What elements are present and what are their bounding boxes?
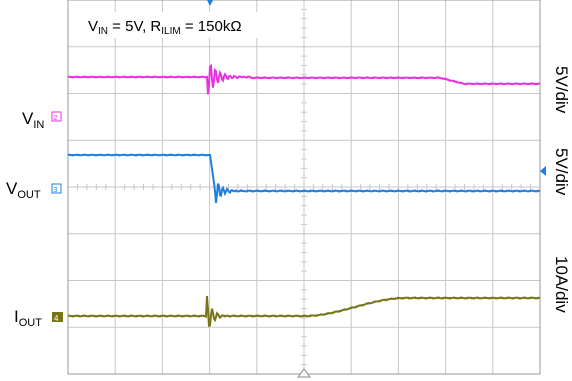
- vout-scale-label: 5V/div: [552, 148, 571, 196]
- vin-scale-label: 5V/div: [552, 66, 571, 114]
- test-conditions-label: VIN = 5V, RILIM = 150kΩ: [88, 18, 242, 37]
- iout-marker-number: 4: [54, 314, 59, 323]
- vout-marker-number: 3: [54, 187, 58, 194]
- vout-trace: [67, 153, 541, 203]
- horizontal-position-marker: [297, 368, 311, 378]
- iout-trace: [67, 295, 541, 328]
- graticule: [67, 0, 541, 375]
- vout-channel-label: VOUT: [6, 179, 41, 201]
- vout-ground-marker: [51, 183, 62, 194]
- vin-marker-number: 2: [54, 115, 58, 122]
- header-background: [82, 12, 282, 38]
- iout-ground-marker: [52, 312, 63, 322]
- vin-channel-label: VIN: [22, 109, 44, 131]
- iout-scale-label: 10A/div: [552, 256, 571, 313]
- iout-channel-label: IOUT: [14, 307, 42, 329]
- vin-trace: [67, 63, 541, 95]
- trigger-level-marker: [540, 166, 546, 176]
- trigger-time-marker: [207, 0, 213, 6]
- vin-ground-marker: [51, 111, 62, 122]
